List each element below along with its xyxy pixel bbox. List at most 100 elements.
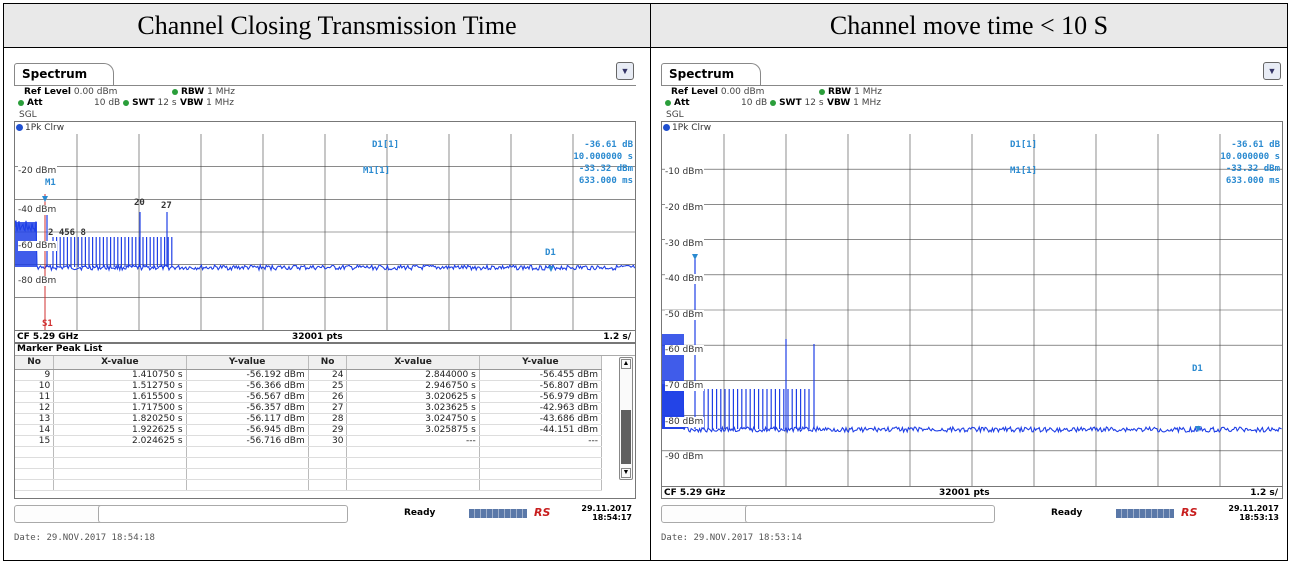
table-cell: 24 (308, 369, 348, 381)
progress-bar (1116, 509, 1174, 518)
window-menu-icon[interactable]: ▼ (1263, 62, 1281, 80)
spectrum-tab[interactable]: Spectrum (661, 63, 761, 85)
att-swt-info: 10 dB SWT 12 s (94, 98, 177, 108)
window-menu-icon[interactable]: ▼ (616, 62, 634, 80)
rs-logo: RS (1181, 506, 1198, 519)
delta-marker-name: D1[1] (1010, 140, 1038, 150)
rbw-info: RBW 1 MHz (172, 87, 235, 97)
right-analyzer-screenshot: Spectrum ▼ Ref Level 0.00 dBm RBW 1 MHz … (651, 49, 1292, 560)
left-header-title: Channel Closing Transmission Time (4, 4, 650, 48)
sweep-mode: SGL (19, 110, 37, 120)
sweep-mode: SGL (666, 110, 684, 120)
table-cell: 2.024625 s (53, 435, 187, 447)
scroll-thumb[interactable] (621, 410, 631, 464)
table-cell: 2.946750 s (346, 380, 480, 392)
left-analyzer-screenshot: Spectrum ▼ Ref Level 0.00 dBm RBW 1 MHz … (4, 49, 649, 560)
table-cell: 1.717500 s (53, 402, 187, 414)
peak-table: No X-value Y-value No X-value Y-value 9 1.4107… (15, 356, 603, 491)
table-cell: 3.020625 s (346, 391, 480, 403)
table-row[interactable]: 11 1.615500 s -56.567 dBm 26 3.020625 s -56.9… (15, 391, 603, 403)
marker-time: 633.000 ms (578, 176, 633, 186)
table-cell: 1.820250 s (53, 413, 187, 425)
table-cell: 15 (15, 435, 55, 447)
chart-footer: CF 5.29 GHz 32001 pts 1.2 s/ (15, 330, 635, 343)
status-bar: Ready RS 29.11.2017 18:54:17 (14, 503, 636, 525)
marker-d1-triangle (548, 266, 554, 272)
table-cell: 25 (308, 380, 348, 392)
scroll-up-icon[interactable]: ▲ (621, 359, 631, 369)
y-label: -40 dBm (665, 274, 705, 284)
table-cell: -56.455 dBm (479, 369, 603, 381)
y-label: -50 dBm (665, 310, 705, 320)
table-cell: 29 (308, 424, 348, 436)
peak-table-header: No X-value Y-value No X-value Y-value (15, 356, 603, 370)
peak-label: 2 456 8 (48, 228, 86, 238)
noise-floor-trace (662, 380, 1282, 435)
empty-row (15, 479, 603, 491)
plot-marker-m1: M1 (45, 178, 56, 188)
peak-column-header: X-value (346, 356, 480, 370)
trace-label: 1Pk Clrw (16, 123, 64, 133)
table-row[interactable]: 12 1.717500 s -56.357 dBm 27 3.023625 s -42.9… (15, 402, 603, 414)
y-label: -60 dBm (665, 345, 705, 355)
spectrum-tab[interactable]: Spectrum (14, 63, 114, 85)
table-cell: 26 (308, 391, 348, 403)
table-cell: --- (346, 435, 480, 447)
spectrum-chart: 1Pk Clrw -10 dBm -20 dBm -30 dBm -40 dBm… (661, 121, 1283, 499)
table-cell: 28 (308, 413, 348, 425)
table-cell: 9 (15, 369, 55, 381)
table-cell: -56.716 dBm (186, 435, 309, 447)
right-header-title: Channel move time < 10 S (651, 4, 1287, 48)
table-cell: 10 (15, 380, 55, 392)
table-row[interactable]: 13 1.820250 s -56.117 dBm 28 3.024750 s -43.6… (15, 413, 603, 425)
att-info: Att (665, 98, 690, 108)
point-count: 32001 pts (292, 332, 343, 342)
column-divider (650, 4, 651, 560)
status-datetime: 29.11.2017 18:53:13 (1228, 504, 1279, 522)
plot-marker-s1: S1 (42, 319, 53, 329)
table-row[interactable]: 15 2.024625 s -56.716 dBm 30 --- --- (15, 435, 603, 447)
table-cell: -43.686 dBm (479, 413, 603, 425)
peak-column-header: No (308, 356, 348, 370)
peak-list-scrollbar[interactable]: ▲ ▼ (619, 357, 633, 480)
peak-column-header: No (15, 356, 55, 370)
chart-footer: CF 5.29 GHz 32001 pts 1.2 s/ (662, 486, 1282, 499)
marker-level: -33.32 dBm (1225, 164, 1280, 174)
scroll-down-icon[interactable]: ▼ (621, 468, 631, 478)
table-row[interactable]: 9 1.410750 s -56.192 dBm 24 2.844000 s -56.45… (15, 369, 603, 381)
att-info: Att (18, 98, 43, 108)
status-field-2 (98, 505, 348, 523)
rs-logo: RS (534, 506, 551, 519)
ready-status: Ready (404, 508, 436, 518)
center-frequency: CF 5.29 GHz (17, 332, 79, 342)
y-label: -30 dBm (665, 239, 705, 249)
comparison-table: Channel Closing Transmission Time Channe… (3, 3, 1288, 561)
point-count: 32001 pts (939, 488, 990, 498)
table-cell: 12 (15, 402, 55, 414)
y-label: -20 dBm (665, 203, 705, 213)
y-label: -10 dBm (665, 167, 705, 177)
peak-label: 20 (134, 198, 145, 208)
table-cell: 1.615500 s (53, 391, 187, 403)
table-cell: 11 (15, 391, 55, 403)
y-label: -40 dBm (18, 205, 58, 215)
peak-label: 27 (161, 201, 172, 211)
delta-marker-time: 10.000000 s (1220, 152, 1280, 162)
y-label: -60 dBm (18, 241, 58, 251)
table-cell: -56.357 dBm (186, 402, 309, 414)
delta-marker-level: -36.61 dB (1231, 140, 1280, 150)
trace-label: 1Pk Clrw (663, 123, 711, 133)
marker-level: -33.32 dBm (578, 164, 633, 174)
progress-bar (469, 509, 527, 518)
table-cell: 3.024750 s (346, 413, 480, 425)
center-frequency: CF 5.29 GHz (664, 488, 726, 498)
y-label: -20 dBm (18, 166, 58, 176)
spectrum-plot-area (662, 134, 1282, 486)
table-row[interactable]: 10 1.512750 s -56.366 dBm 25 2.946750 s -56.8… (15, 380, 603, 392)
table-cell: -56.192 dBm (186, 369, 309, 381)
peak-column-header: Y-value (479, 356, 603, 370)
table-row[interactable]: 14 1.922625 s -56.945 dBm 29 3.025875 s -44.1… (15, 424, 603, 436)
att-swt-info: 10 dB SWT 12 s (741, 98, 824, 108)
peak-list-title: Marker Peak List (15, 344, 635, 356)
y-label: -80 dBm (665, 417, 705, 427)
